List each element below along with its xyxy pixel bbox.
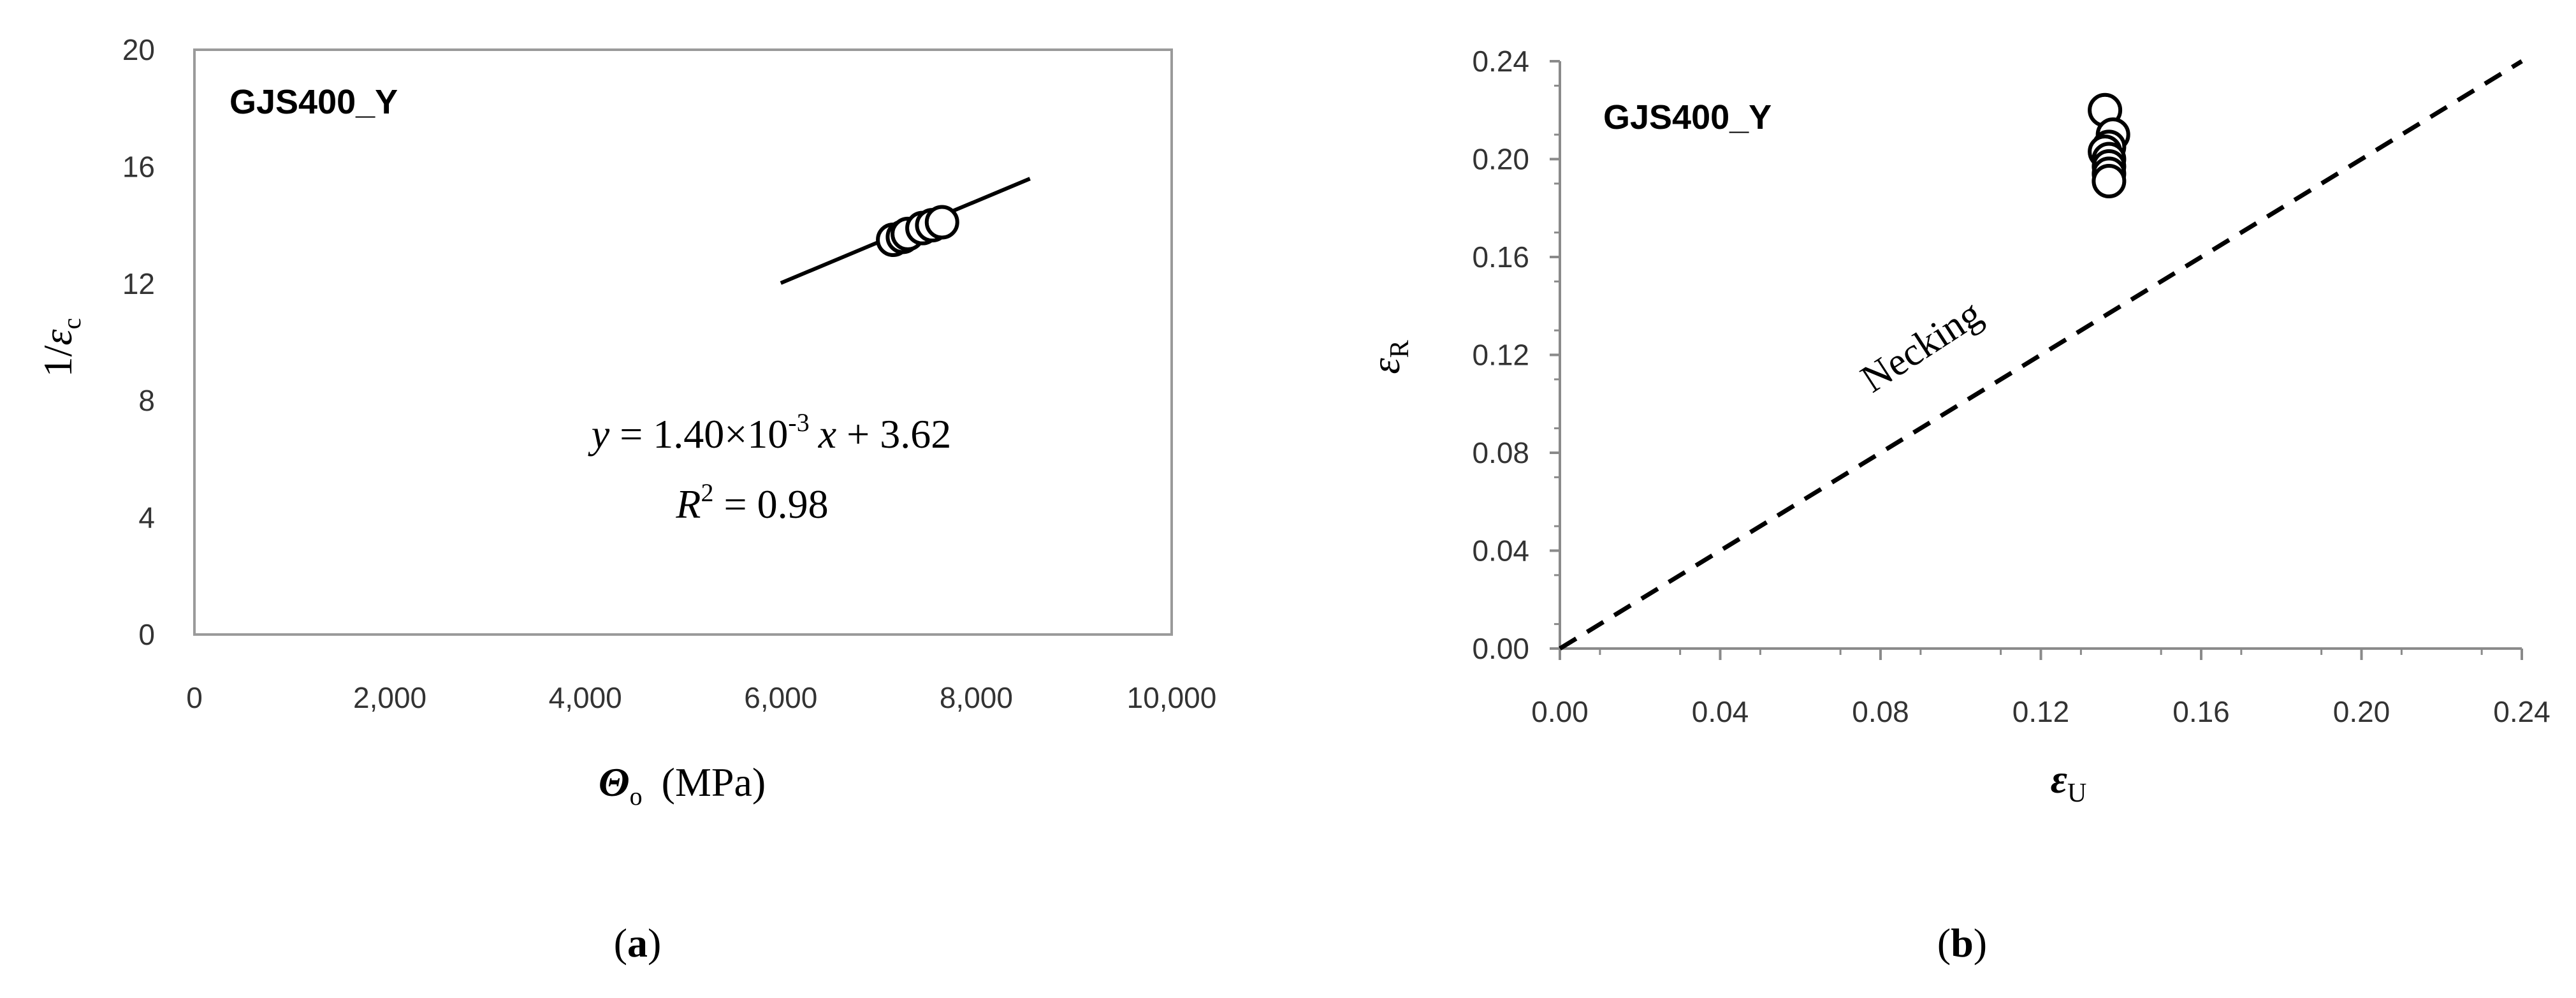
chart-b-x-tick-label: 0.24 (2493, 695, 2551, 728)
chart-a-y-tick-label: 12 (122, 267, 155, 300)
chart-a-r2-exp: 2 (701, 478, 714, 507)
chart-b-necking-line (1559, 59, 2523, 650)
chart-a-r2-var: R (675, 481, 701, 527)
chart-b-y-ticks: 0.00 0.04 0.08 0.12 0.16 0.20 0.24 (1472, 45, 1560, 665)
chart-b-y-tick-label: 0.20 (1472, 143, 1529, 176)
chart-a-x-tick-label: 0 (186, 681, 203, 714)
chart-b-xlabel: εU (2051, 756, 2087, 808)
chart-a-y-ticks: 0 4 8 12 16 20 (122, 33, 155, 651)
chart-a-ylabel-symbol: ε (35, 329, 80, 346)
chart-b-x-tick-label: 0.16 (2172, 695, 2230, 728)
chart-a-xlabel-sub: o (630, 782, 643, 811)
chart-b-y-tick-label: 0.04 (1472, 534, 1529, 568)
chart-a-annotation: GJS400_Y (229, 83, 398, 121)
chart-a-equation-const: + 3.62 (836, 411, 951, 457)
chart-b-xlabel-sub: U (2067, 779, 2086, 808)
chart-b: 0.000.040.080.120.160.200.24 0.00 0.04 0.0… (1363, 45, 2551, 965)
chart-a-data-point (924, 205, 959, 240)
chart-a-ylabel-sub: c (57, 318, 86, 330)
chart-a-x-tick-label: 10,000 (1127, 681, 1217, 714)
chart-b-points (2088, 92, 2130, 199)
chart-a-ylabel: 1/εc (35, 318, 86, 378)
chart-a-x-tick-label: 8,000 (940, 681, 1013, 714)
chart-b-ylabel-sub: R (1385, 340, 1415, 358)
chart-b-xlabel-symbol: ε (2051, 756, 2067, 802)
chart-a-r2: R2 = 0.98 (675, 478, 828, 527)
chart-b-x-tick-label: 0.12 (2012, 695, 2070, 728)
chart-b-annotation: GJS400_Y (1603, 98, 1772, 136)
chart-b-y-tick-label: 0.24 (1472, 45, 1529, 78)
chart-a-equation-coef: = 1.40×10 (609, 411, 788, 457)
chart-a-y-tick-label: 4 (138, 501, 155, 534)
chart-a-equation-exp: -3 (788, 408, 809, 437)
chart-b-ylabel-symbol: ε (1363, 358, 1408, 374)
panel-label-b: (b) (1937, 920, 1987, 965)
chart-b-y-tick-label: 0.00 (1472, 632, 1529, 665)
chart-a-xlabel: Θo (MPa) (599, 760, 766, 811)
chart-a-y-tick-label: 8 (138, 384, 155, 417)
chart-a-r2-value: = 0.98 (714, 481, 829, 527)
chart-b-x-tick-label: 0.00 (1531, 695, 1589, 728)
chart-a-xlabel-symbol: Θ (599, 760, 630, 805)
chart-a-points (876, 205, 959, 258)
chart-a-equation-y: y (588, 411, 610, 457)
chart-b-x-tick-label: 0.20 (2333, 695, 2390, 728)
chart-b-y-tick-label: 0.16 (1472, 240, 1529, 274)
chart-b-necking-label: Necking (1854, 292, 1990, 401)
chart-b-y-tick-label: 0.12 (1472, 339, 1529, 372)
chart-b-y-tick-label: 0.08 (1472, 436, 1529, 469)
chart-b-ylabel: εR (1363, 340, 1415, 374)
chart-a-x-tick-label: 4,000 (549, 681, 622, 714)
chart-a-equation-x: x (818, 411, 836, 457)
chart-b-data-point (2092, 164, 2127, 199)
chart-a-ylabel-prefix: 1/ (35, 345, 80, 377)
chart-b-x-ticks: 0.00 0.04 0.08 0.12 0.16 0.20 0.24 (1531, 649, 2551, 728)
chart-a-plot-frame (193, 48, 1173, 636)
chart-a: 0 4 8 12 16 20 0 2,000 4,000 6,000 8,000 10,000 GJ… (35, 33, 1216, 965)
chart-a-equation: y = 1.40×10-3 x + 3.62 (588, 408, 951, 457)
chart-a-x-tick-label: 6,000 (744, 681, 817, 714)
chart-a-y-tick-label: 0 (138, 618, 155, 651)
panel-label-a: (a) (614, 920, 662, 965)
chart-a-y-tick-label: 16 (122, 150, 155, 183)
chart-a-x-ticks: 0 2,000 4,000 6,000 8,000 10,000 (186, 681, 1216, 714)
chart-a-x-tick-label: 2,000 (353, 681, 426, 714)
chart-a-y-tick-label: 20 (122, 33, 155, 66)
chart-b-x-tick-label: 0.08 (1852, 695, 1909, 728)
chart-a-xlabel-unit: (MPa) (662, 760, 766, 805)
chart-b-x-tick-label: 0.04 (1692, 695, 1749, 728)
